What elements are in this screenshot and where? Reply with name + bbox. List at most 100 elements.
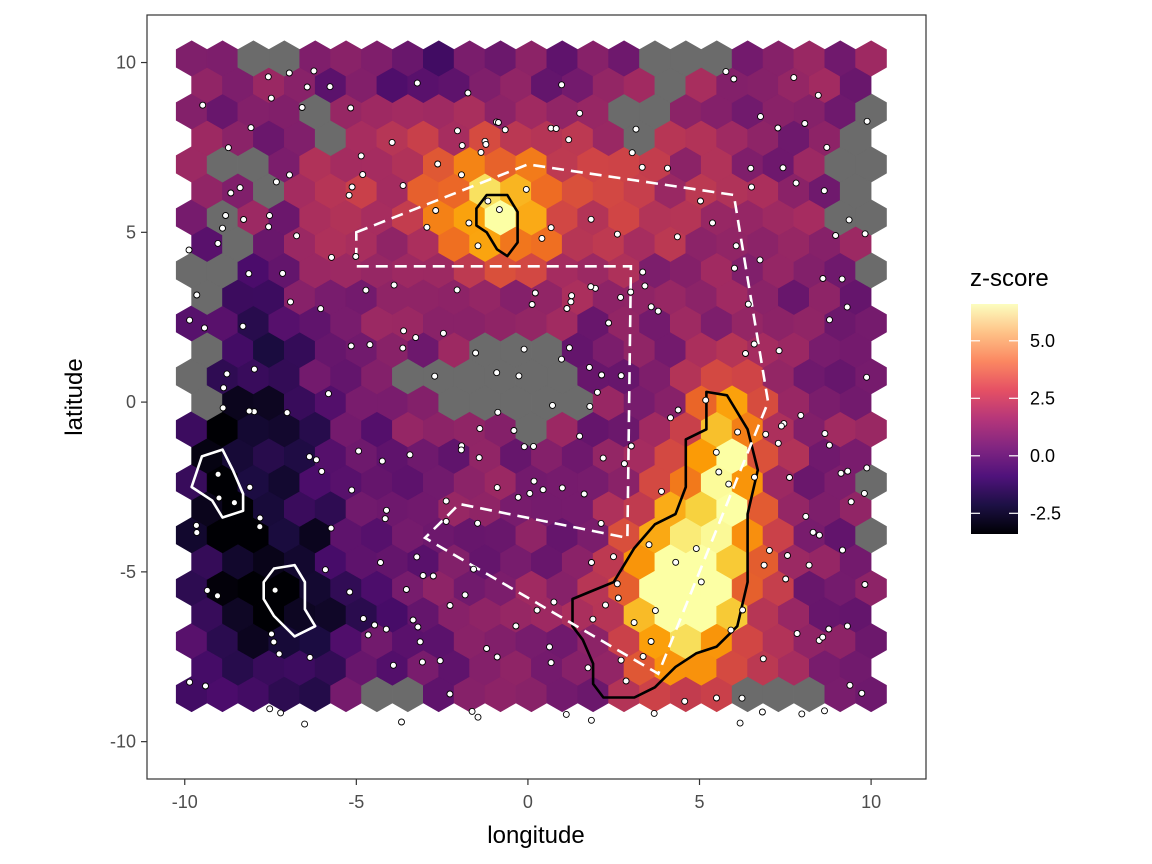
data-point xyxy=(821,707,828,715)
data-point xyxy=(247,124,255,132)
observation-points xyxy=(185,67,871,728)
data-point xyxy=(472,349,480,357)
data-point xyxy=(826,316,833,324)
data-point xyxy=(399,182,407,190)
data-point xyxy=(732,242,740,250)
data-point xyxy=(266,705,274,713)
data-point xyxy=(493,369,501,377)
data-point xyxy=(539,486,547,494)
data-point xyxy=(546,643,553,651)
data-point xyxy=(256,523,264,531)
data-point xyxy=(782,575,790,583)
data-point xyxy=(446,690,454,698)
data-point xyxy=(398,718,405,726)
data-point xyxy=(186,316,194,324)
data-point xyxy=(192,521,200,529)
data-point xyxy=(303,83,311,91)
data-point xyxy=(736,719,744,727)
data-point xyxy=(654,307,662,315)
data-point xyxy=(454,127,461,135)
data-point xyxy=(786,474,793,481)
legend-colorbar xyxy=(971,304,1018,534)
data-point xyxy=(627,442,635,450)
data-point xyxy=(547,224,555,232)
data-point xyxy=(751,473,758,481)
data-point xyxy=(199,101,207,109)
data-point xyxy=(464,89,472,97)
plot-border xyxy=(146,14,927,780)
data-point xyxy=(832,232,840,239)
data-point xyxy=(526,489,534,497)
data-point xyxy=(522,185,530,193)
dashed-region xyxy=(354,163,770,676)
data-point xyxy=(692,545,700,553)
data-point xyxy=(576,109,584,117)
x-tick-label: 0 xyxy=(523,792,533,812)
legend-label: 2.5 xyxy=(1030,388,1055,408)
data-point xyxy=(256,514,264,522)
data-point xyxy=(627,288,635,296)
data-point xyxy=(495,206,503,214)
data-point xyxy=(613,230,621,238)
data-point xyxy=(272,178,280,186)
hex-cell xyxy=(855,40,887,77)
data-point xyxy=(458,142,466,150)
data-point xyxy=(530,442,537,450)
data-point xyxy=(267,94,275,102)
x-tick-label: -5 xyxy=(348,792,364,812)
data-point xyxy=(847,498,855,506)
data-point xyxy=(647,638,655,645)
data-point xyxy=(702,396,710,404)
data-point xyxy=(757,113,764,121)
data-point xyxy=(476,425,484,433)
data-point xyxy=(664,164,671,172)
data-point xyxy=(584,664,592,672)
data-point xyxy=(617,656,625,664)
data-point xyxy=(246,483,254,491)
data-point xyxy=(453,286,461,294)
data-point xyxy=(474,519,482,527)
data-point xyxy=(413,79,421,87)
data-point xyxy=(846,681,854,689)
data-point xyxy=(520,443,528,451)
legend-title: z-score xyxy=(970,265,1049,292)
data-point xyxy=(639,268,647,276)
data-point xyxy=(230,499,238,507)
data-point xyxy=(287,298,294,306)
y-tick-label: 10 xyxy=(116,53,136,73)
data-point xyxy=(550,598,558,606)
data-point xyxy=(565,344,573,352)
data-point xyxy=(219,404,227,412)
data-point xyxy=(777,422,785,430)
data-point xyxy=(298,104,306,111)
data-point xyxy=(552,125,560,133)
data-point xyxy=(470,565,478,573)
data-point xyxy=(815,531,823,539)
data-point xyxy=(697,578,705,586)
data-point xyxy=(388,138,396,146)
data-point xyxy=(436,657,444,665)
x-axis-title: longitude xyxy=(487,822,584,849)
data-point xyxy=(617,293,625,301)
data-point xyxy=(222,212,230,219)
data-point xyxy=(520,345,528,353)
cluster-outline xyxy=(475,193,519,258)
data-point xyxy=(727,626,735,634)
data-point xyxy=(310,67,318,75)
data-point xyxy=(214,592,221,600)
data-point xyxy=(863,464,871,472)
data-point xyxy=(759,655,767,663)
data-point xyxy=(312,456,320,464)
data-point xyxy=(533,606,541,614)
data-point xyxy=(514,493,522,501)
data-point xyxy=(186,678,194,686)
data-point xyxy=(801,120,809,127)
data-point xyxy=(364,631,372,639)
data-point xyxy=(587,215,595,223)
data-point xyxy=(474,242,482,250)
data-point xyxy=(250,365,258,373)
data-point xyxy=(325,390,332,398)
data-point xyxy=(639,652,647,660)
data-point xyxy=(277,709,285,717)
